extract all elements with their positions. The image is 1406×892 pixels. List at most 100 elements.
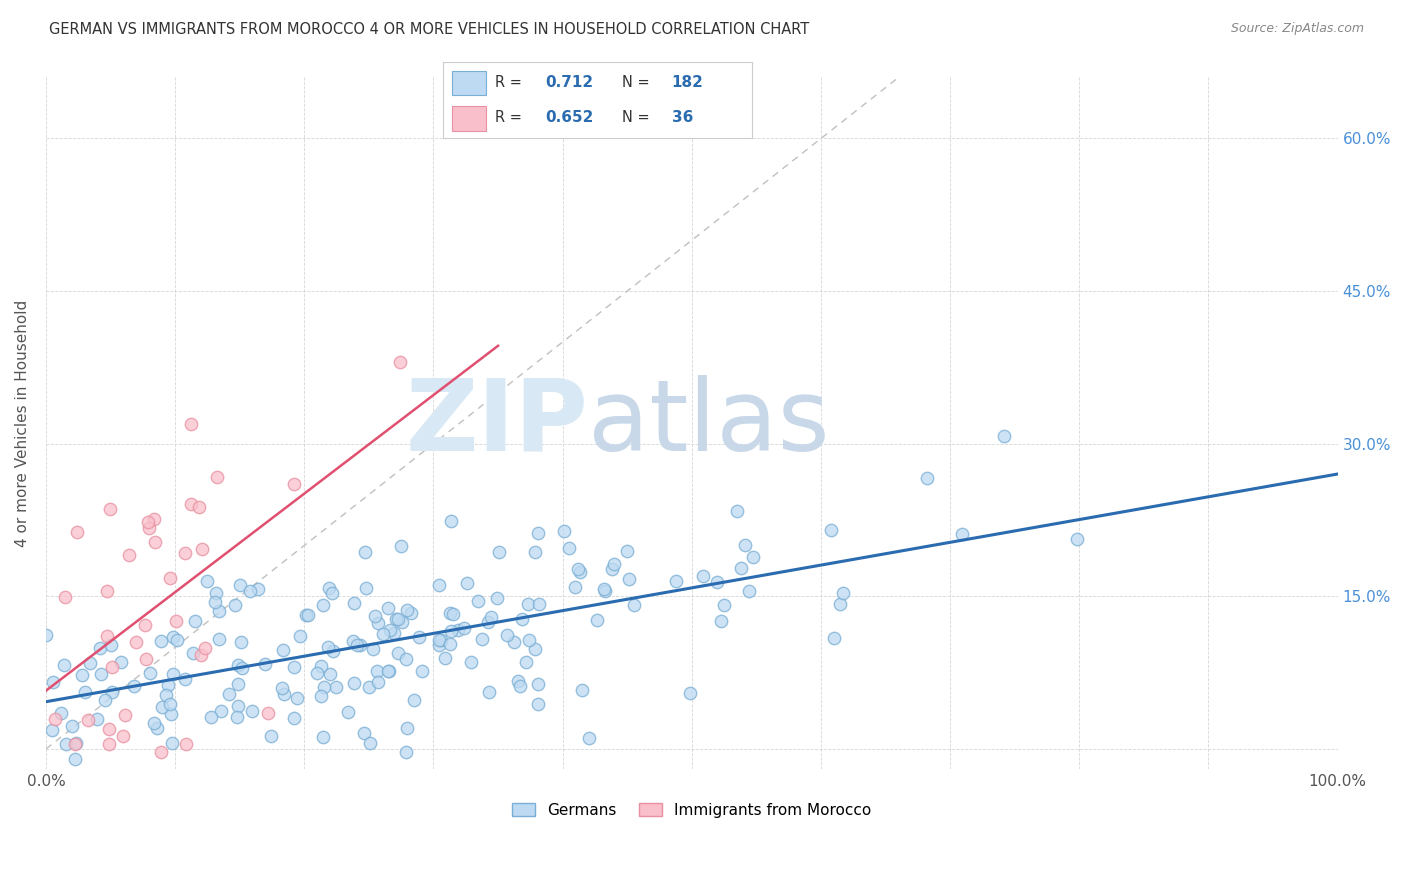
Point xyxy=(309,689,332,703)
Point xyxy=(832,586,855,600)
Point xyxy=(395,603,418,617)
Point xyxy=(273,687,295,701)
Point xyxy=(283,660,305,674)
Point xyxy=(710,614,733,628)
Point xyxy=(143,535,166,549)
Point xyxy=(96,584,118,599)
Point xyxy=(52,657,75,672)
Point xyxy=(820,523,842,537)
Point xyxy=(517,633,540,648)
Point xyxy=(593,584,616,599)
Point xyxy=(157,678,180,692)
Point xyxy=(98,737,121,751)
Point xyxy=(367,615,389,630)
Point xyxy=(205,470,228,484)
Point xyxy=(617,572,640,586)
Text: atlas: atlas xyxy=(589,375,830,472)
Point xyxy=(377,664,399,678)
Point xyxy=(524,545,547,559)
Point xyxy=(471,632,494,647)
Point xyxy=(285,690,308,705)
Point xyxy=(377,600,399,615)
Point xyxy=(162,631,184,645)
Point xyxy=(586,613,609,627)
Point xyxy=(730,561,752,575)
Point xyxy=(311,598,333,612)
Point xyxy=(62,719,84,733)
Point xyxy=(260,729,283,743)
Point xyxy=(1066,533,1088,547)
Point xyxy=(692,569,714,583)
Point xyxy=(361,641,384,656)
Point xyxy=(382,625,405,640)
Point xyxy=(257,706,280,720)
Point xyxy=(76,713,98,727)
Point xyxy=(205,586,228,600)
Point xyxy=(180,497,202,511)
Point xyxy=(364,609,387,624)
Point xyxy=(396,722,419,736)
Point xyxy=(150,745,173,759)
Point xyxy=(208,632,231,646)
Point xyxy=(343,676,366,690)
Point xyxy=(408,630,430,644)
Point xyxy=(321,585,343,599)
FancyBboxPatch shape xyxy=(453,70,486,95)
Point xyxy=(824,631,846,645)
Point xyxy=(993,428,1015,442)
Point xyxy=(600,562,623,576)
Point xyxy=(311,658,333,673)
Text: ZIP: ZIP xyxy=(405,375,589,472)
Point xyxy=(453,621,475,635)
Point xyxy=(79,657,101,671)
Point xyxy=(325,680,347,694)
Point xyxy=(354,581,377,595)
Point xyxy=(96,630,118,644)
Point xyxy=(527,526,550,541)
Point xyxy=(226,699,249,714)
Point xyxy=(174,546,197,560)
Point xyxy=(441,607,464,621)
Point xyxy=(138,521,160,535)
Point xyxy=(713,598,735,612)
Point xyxy=(229,578,252,592)
Point xyxy=(224,598,246,612)
Point xyxy=(337,706,360,720)
Point xyxy=(204,595,226,609)
Point xyxy=(160,706,183,721)
Point xyxy=(195,574,218,589)
Point xyxy=(447,624,470,638)
Point xyxy=(738,583,761,598)
Point xyxy=(479,610,502,624)
Text: 0.712: 0.712 xyxy=(546,76,593,90)
Point xyxy=(366,664,388,678)
Point xyxy=(134,618,156,632)
Point xyxy=(101,660,124,674)
Legend: Germans, Immigrants from Morocco: Germans, Immigrants from Morocco xyxy=(506,797,877,824)
Point xyxy=(247,582,270,596)
Point xyxy=(395,652,418,666)
Point xyxy=(53,590,76,604)
Point xyxy=(342,634,364,648)
Point xyxy=(616,543,638,558)
Point xyxy=(478,684,501,698)
Point xyxy=(209,704,232,718)
Point xyxy=(239,583,262,598)
Point xyxy=(150,700,173,714)
Point xyxy=(427,639,450,653)
Point xyxy=(297,608,319,623)
Point xyxy=(184,614,207,628)
Point xyxy=(371,627,394,641)
Point xyxy=(387,646,409,660)
Text: Source: ZipAtlas.com: Source: ZipAtlas.com xyxy=(1230,22,1364,36)
Point xyxy=(94,693,117,707)
Point xyxy=(567,562,589,576)
Point xyxy=(138,666,160,681)
Point xyxy=(218,687,240,701)
Y-axis label: 4 or more Vehicles in Household: 4 or more Vehicles in Household xyxy=(15,300,30,547)
Point xyxy=(65,736,87,750)
Point xyxy=(353,726,375,740)
Point xyxy=(571,682,593,697)
Point xyxy=(527,677,550,691)
Point xyxy=(430,633,453,648)
